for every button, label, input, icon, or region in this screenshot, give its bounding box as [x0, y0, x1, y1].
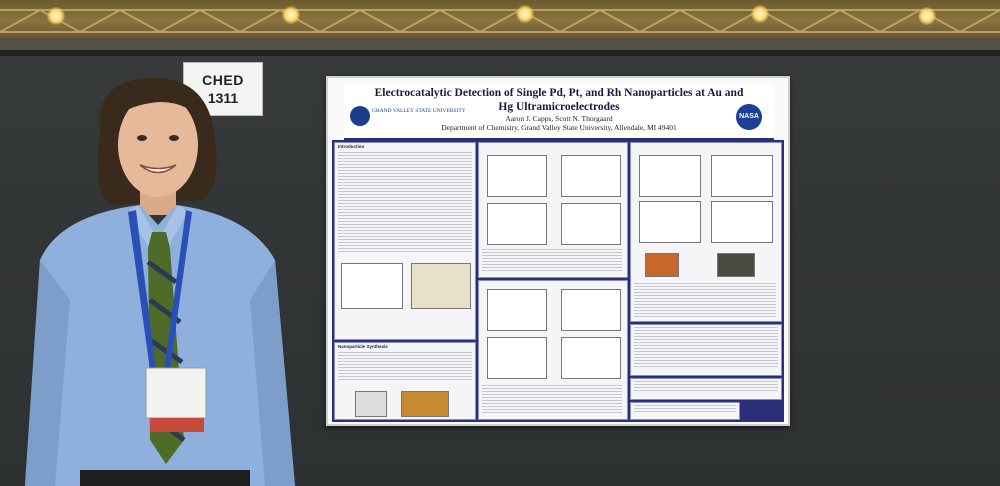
poster-header: GRAND VALLEY STATE UNIVERSITY Electrocat… [344, 84, 774, 141]
poster-figure [355, 391, 387, 417]
poster-title: Electrocatalytic Detection of Single Pd,… [374, 87, 744, 113]
poster-panel-synthesis: Nanoparticle Synthesis [334, 342, 476, 420]
ceiling-light [516, 5, 534, 23]
research-poster: GRAND VALLEY STATE UNIVERSITY Electrocat… [326, 76, 790, 426]
poster-figure [411, 263, 471, 309]
poster-affiliation: Department of Chemistry, Grand Valley St… [441, 123, 677, 132]
poster-panel-conclusions [630, 324, 782, 376]
wall-top-edge [0, 50, 1000, 56]
gvsu-logo-icon [350, 106, 370, 126]
poster-section-heading: Introduction [338, 144, 365, 149]
ceiling-light [918, 7, 936, 25]
poster-section-heading: Nanoparticle Synthesis [338, 344, 388, 349]
ceiling-truss [0, 8, 1000, 50]
poster-panel-results-a [478, 142, 628, 278]
poster-body: Introduction Nanoparticle Synthesis [332, 140, 784, 422]
poster-panel-results-c [630, 142, 782, 322]
poster-authors: Aaron J. Capps, Scott N. Thorgaard [505, 114, 613, 123]
poster-panel-introduction: Introduction [334, 142, 476, 340]
poster-panel-acknowledgements [630, 402, 740, 420]
poster-figure [341, 263, 403, 309]
booth-sign-line2: 1311 [207, 90, 239, 106]
nasa-logo-icon: NASA [736, 104, 762, 130]
student-presenter [25, 77, 295, 486]
poster-figure [401, 391, 449, 417]
gvsu-logo-text: GRAND VALLEY STATE UNIVERSITY [372, 108, 466, 114]
booth-sign-line1: CHED [202, 72, 244, 88]
poster-panel-results-b [478, 280, 628, 420]
ceiling-light [282, 6, 300, 24]
poster-panel-references [630, 378, 782, 400]
ceiling-light [47, 7, 65, 25]
ceiling-light [751, 5, 769, 23]
